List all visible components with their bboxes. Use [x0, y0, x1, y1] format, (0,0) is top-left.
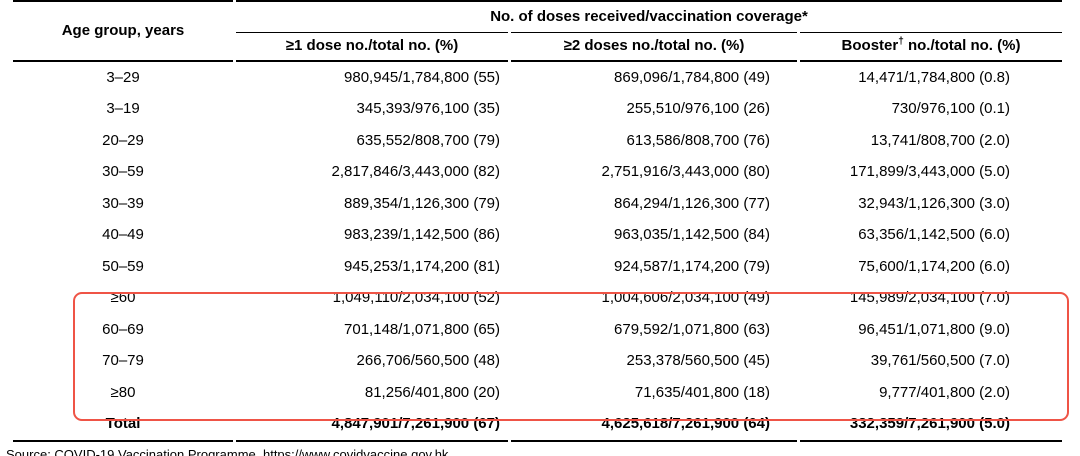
doses-group-header: No. of doses received/vaccination covera… — [236, 0, 1063, 32]
header-row-sub: ≥1 dose no./total no. (%) ≥2 doses no./t… — [13, 32, 1063, 62]
age-group-cell: 50–59 — [102, 257, 144, 275]
dose2-column-header: ≥2 doses no./total no. (%) — [511, 32, 797, 62]
source-footnote: Source: COVID-19 Vaccination Programme, … — [6, 447, 449, 456]
booster-cell: 145,989/2,034,100 (7.0) — [849, 289, 1011, 306]
booster-column-header: Booster† no./total no. (%) — [800, 32, 1063, 62]
table-row: 50–59 945,253/1,174,200 (81) 924,587/1,1… — [13, 251, 1062, 283]
dose1-cell: 980,945/1,784,800 (55) — [344, 68, 500, 86]
dose2-cell: 869,096/1,784,800 (49) — [614, 68, 770, 86]
dose2-cell: 255,510/976,100 (26) — [626, 100, 770, 117]
dose1-cell: 635,552/808,700 (79) — [356, 131, 500, 149]
dose2-cell: 1,004,606/2,034,100 (49) — [601, 289, 770, 306]
dose1-cell: 345,393/976,100 (35) — [356, 100, 500, 117]
booster-header-text: Booster — [841, 37, 899, 55]
dose1-cell: 4,847,901/7,261,900 (67) — [236, 409, 508, 442]
age-group-cell: 3–29 — [106, 68, 140, 86]
age-group-cell: 40–49 — [102, 226, 144, 243]
booster-cell: 75,600/1,174,200 (6.0) — [858, 257, 1011, 275]
booster-cell: 39,761/560,500 (7.0) — [870, 352, 1011, 369]
booster-cell: 14,471/1,784,800 (0.8) — [858, 68, 1011, 86]
age-group-cell: 30–39 — [102, 194, 144, 212]
dose1-cell: 2,817,846/3,443,000 (82) — [331, 163, 500, 180]
dose2-cell: 2,751,916/3,443,000 (80) — [601, 163, 770, 180]
table-row: 3–29 980,945/1,784,800 (55) 869,096/1,78… — [13, 62, 1062, 94]
table-row: ≥60 1,049,110/2,034,100 (52) 1,004,606/2… — [13, 283, 1062, 315]
table-row: 3–19 345,393/976,100 (35) 255,510/976,10… — [13, 94, 1062, 126]
table-row: 40–49 983,239/1,142,500 (86) 963,035/1,1… — [13, 220, 1062, 252]
age-group-cell: 30–59 — [102, 163, 144, 180]
dose2-cell: 253,378/560,500 (45) — [626, 352, 770, 369]
age-group-column-header: Age group, years — [13, 0, 233, 62]
table-row: Total 4,847,901/7,261,900 (67) 4,625,618… — [13, 409, 1063, 442]
dose1-cell: 945,253/1,174,200 (81) — [344, 257, 500, 275]
dose1-cell: 889,354/1,126,300 (79) — [344, 194, 500, 212]
dose2-cell: 679,592/1,071,800 (63) — [614, 320, 770, 338]
dagger-footnote-mark: † — [898, 36, 904, 48]
age-group-cell: 60–69 — [102, 320, 144, 338]
booster-cell: 96,451/1,071,800 (9.0) — [858, 320, 1011, 338]
age-group-cell: ≥60 — [110, 289, 136, 306]
dose1-cell: 701,148/1,071,800 (65) — [344, 320, 500, 338]
booster-cell: 9,777/401,800 (2.0) — [879, 383, 1011, 401]
dose1-cell: 983,239/1,142,500 (86) — [344, 226, 500, 243]
age-group-cell: 70–79 — [102, 352, 144, 369]
dose1-cell: 1,049,110/2,034,100 (52) — [332, 289, 500, 306]
table-row: 60–69 701,148/1,071,800 (65) 679,592/1,0… — [13, 314, 1062, 346]
dose2-cell: 4,625,618/7,261,900 (64) — [511, 409, 797, 442]
header-row-group: Age group, years No. of doses received/v… — [13, 0, 1063, 62]
table-body: 3–29 980,945/1,784,800 (55) 869,096/1,78… — [13, 62, 1063, 442]
table-row: 30–39 889,354/1,126,300 (79) 864,294/1,1… — [13, 188, 1062, 220]
age-group-cell: Total — [13, 409, 233, 442]
age-group-cell: 3–19 — [106, 100, 140, 117]
booster-cell: 171,899/3,443,000 (5.0) — [849, 163, 1011, 180]
dose2-cell: 864,294/1,126,300 (77) — [614, 194, 770, 212]
booster-cell: 32,943/1,126,300 (3.0) — [858, 194, 1011, 212]
dose1-cell: 81,256/401,800 (20) — [364, 383, 500, 401]
dose1-cell: 266,706/560,500 (48) — [356, 352, 500, 369]
booster-cell: 13,741/808,700 (2.0) — [870, 131, 1011, 149]
table-header: Age group, years No. of doses received/v… — [13, 0, 1063, 62]
dose2-cell: 963,035/1,142,500 (84) — [614, 226, 770, 243]
age-group-cell: ≥80 — [110, 383, 136, 401]
dose1-column-header: ≥1 dose no./total no. (%) — [236, 32, 508, 62]
table-row: 70–79 266,706/560,500 (48) 253,378/560,5… — [13, 346, 1062, 378]
table-row: ≥80 81,256/401,800 (20) 71,635/401,800 (… — [13, 377, 1062, 409]
vaccination-coverage-table: Age group, years No. of doses received/v… — [10, 0, 1065, 442]
table-row: 20–29 635,552/808,700 (79) 613,586/808,7… — [13, 125, 1062, 157]
dose2-cell: 924,587/1,174,200 (79) — [614, 257, 770, 275]
table-row: 30–59 2,817,846/3,443,000 (82) 2,751,916… — [13, 157, 1062, 189]
dose2-cell: 71,635/401,800 (18) — [634, 383, 770, 401]
booster-cell: 730/976,100 (0.1) — [891, 100, 1011, 117]
booster-header-suffix: no./total no. (%) — [903, 37, 1021, 55]
booster-cell: 63,356/1,142,500 (6.0) — [858, 226, 1011, 243]
booster-cell: 332,359/7,261,900 (5.0) — [800, 409, 1063, 442]
age-group-cell: 20–29 — [102, 131, 144, 149]
dose2-cell: 613,586/808,700 (76) — [626, 131, 770, 149]
